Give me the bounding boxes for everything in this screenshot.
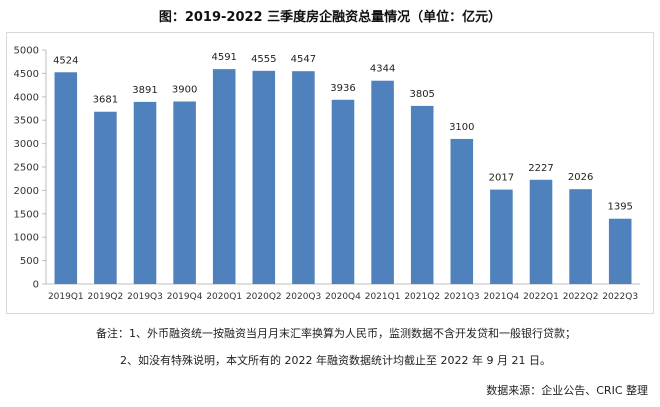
bar [410, 105, 434, 285]
data-label: 3936 [330, 83, 355, 94]
y-tick-label: 3000 [14, 139, 39, 150]
bar [292, 71, 315, 284]
data-label: 2227 [528, 163, 553, 174]
data-label: 4547 [291, 54, 316, 65]
x-tick-label: 2020Q3 [286, 292, 322, 302]
x-tick-label: 2022Q1 [523, 292, 559, 302]
x-tick-label: 2019Q3 [127, 292, 163, 302]
y-tick-label: 2000 [14, 186, 39, 197]
chart-title: 图：2019-2022 三季度房企融资总量情况（单位：亿元） [158, 10, 502, 25]
bar [331, 99, 355, 284]
data-label: 1395 [607, 202, 632, 213]
bar [450, 138, 474, 284]
y-tick-label: 5000 [14, 46, 39, 57]
y-tick-label: 2500 [14, 163, 39, 174]
data-label: 3891 [132, 85, 157, 96]
y-tick-label: 0 [33, 280, 39, 291]
x-tick-label: 2021Q3 [444, 292, 480, 302]
y-tick-label: 500 [20, 256, 39, 267]
bar [133, 101, 157, 284]
x-tick-label: 2019Q2 [88, 292, 124, 302]
data-label: 4555 [251, 54, 276, 65]
data-label: 3100 [449, 122, 474, 133]
data-label: 4344 [370, 64, 395, 75]
chart-frame [6, 32, 654, 314]
data-label: 3900 [172, 84, 197, 95]
x-tick-label: 2020Q2 [246, 292, 282, 302]
y-tick-label: 1500 [14, 209, 39, 220]
bar [94, 111, 117, 284]
footnote-1: 备注：1、外币融资统一按融资当月月末汇率换算为人民币，监测数据不含开发贷和一般银… [96, 327, 576, 340]
y-tick-label: 3500 [14, 116, 39, 127]
x-tick-label: 2022Q2 [563, 292, 599, 302]
x-tick-label: 2021Q4 [484, 292, 520, 302]
data-label: 2026 [568, 172, 593, 183]
bar [371, 80, 394, 284]
x-tick-label: 2019Q1 [48, 292, 84, 302]
y-tick-label: 4000 [14, 92, 39, 103]
x-tick-label: 2022Q3 [602, 292, 638, 302]
bar [54, 72, 78, 285]
data-label: 2017 [489, 173, 514, 184]
data-source: 数据来源：企业公告、CRIC 整理 [486, 384, 648, 397]
y-tick-label: 1000 [14, 233, 39, 244]
footnote-2: 2、如没有特殊说明，本文所有的 2022 年融资数据统计均截止至 2022 年 … [120, 354, 551, 367]
bar [490, 189, 513, 284]
x-tick-label: 2019Q4 [167, 292, 203, 302]
x-tick-label: 2021Q1 [365, 292, 401, 302]
data-label: 3681 [93, 95, 118, 106]
x-tick-label: 2021Q2 [404, 292, 440, 302]
data-label: 4591 [211, 52, 236, 63]
data-label: 4524 [53, 55, 78, 66]
bar [569, 189, 592, 284]
x-tick-label: 2020Q1 [206, 292, 242, 302]
x-tick-label: 2020Q4 [325, 292, 361, 302]
bar [173, 101, 196, 284]
bar [212, 69, 236, 284]
bar [608, 218, 632, 284]
bar [252, 70, 276, 285]
data-label: 3805 [409, 89, 434, 100]
y-tick-label: 4500 [14, 69, 39, 80]
bar-chart: 0 500 1000 1500 2000 2500 3000 3500 4000 4500 5000… [14, 46, 640, 302]
bar [529, 179, 553, 284]
